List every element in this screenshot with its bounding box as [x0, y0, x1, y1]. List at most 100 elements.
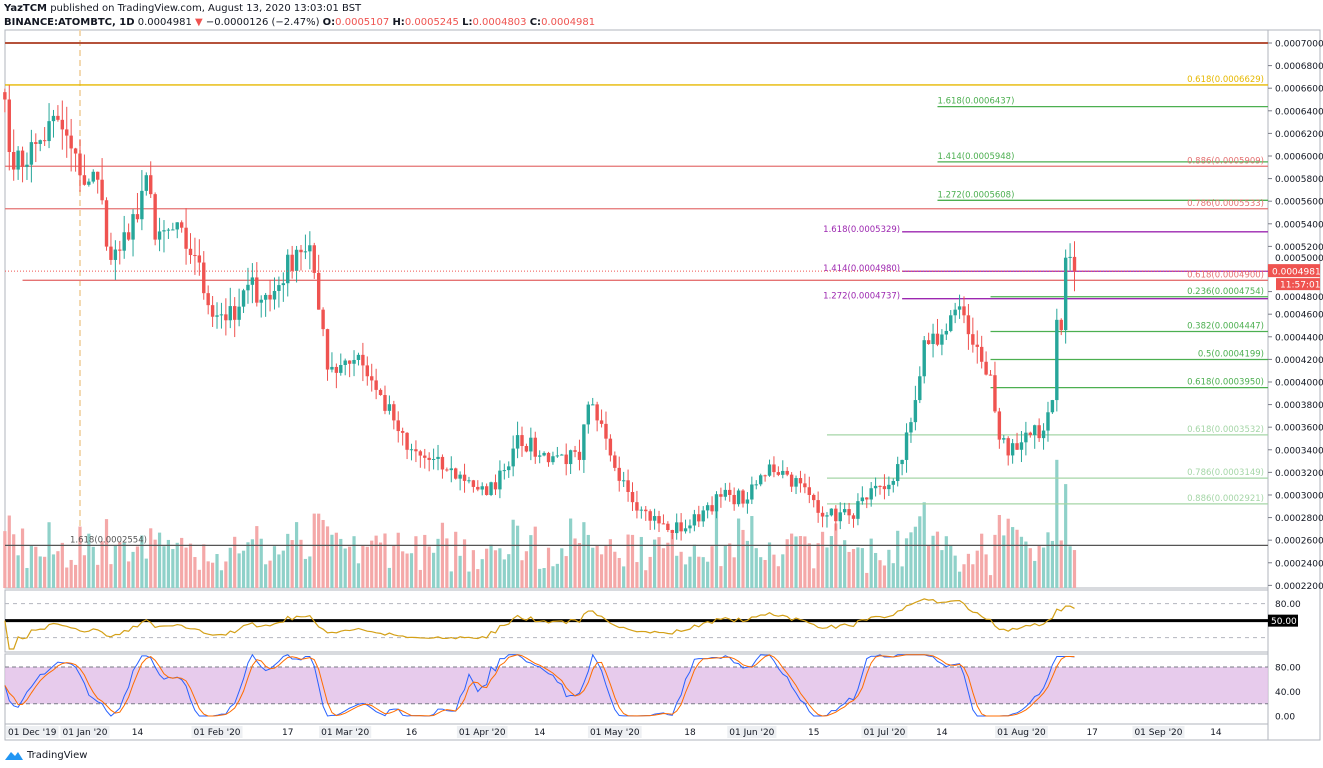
candle-body	[604, 423, 608, 439]
candle-body	[228, 306, 232, 321]
volume-bar	[387, 567, 391, 588]
volume-bar	[785, 539, 789, 588]
candle-body	[807, 487, 811, 495]
time-tick-label: 14	[1210, 728, 1222, 738]
volume-bar	[507, 554, 511, 588]
candle-body	[34, 142, 38, 144]
price-tick-label: 0.0005400	[1275, 220, 1323, 230]
time-tick-label: 14	[936, 728, 948, 738]
volume-bar	[392, 545, 396, 588]
candle-body	[701, 510, 705, 522]
time-tick-label: 15	[808, 728, 819, 738]
price-tick-label: 0.0005000	[1275, 254, 1323, 264]
volume-bar	[73, 564, 78, 588]
candle-body	[308, 245, 312, 252]
volume-bar	[573, 538, 577, 588]
candle-body	[626, 480, 630, 492]
author: YazTCM	[4, 3, 48, 14]
candle-body	[582, 424, 586, 460]
volume-bar	[767, 542, 772, 588]
volume-bar	[838, 545, 842, 588]
candle-body	[246, 284, 250, 291]
candle-body	[91, 171, 95, 182]
time-tick-label: 01 Jun '20	[729, 728, 774, 738]
volume-bar	[51, 554, 56, 588]
volume-bar	[843, 540, 847, 588]
volume-bar	[569, 518, 573, 588]
time-label-bg	[995, 726, 1048, 738]
candle-body	[723, 489, 728, 497]
volume-bar	[7, 515, 11, 588]
price-tick-label: 0.0003800	[1275, 401, 1323, 411]
price-tick-label: 0.0002200	[1275, 582, 1323, 592]
countdown-text: 11:57:01	[1280, 281, 1320, 291]
time-tick-label: 01 May '20	[590, 728, 640, 738]
volume-bar	[343, 548, 347, 588]
candle-body	[860, 497, 865, 502]
last-price: 0.0004981	[137, 17, 192, 28]
candle-body	[542, 452, 546, 456]
volume-bar	[409, 553, 414, 588]
candle-body	[577, 451, 582, 460]
time-tick-label: 01 Sep '20	[1134, 728, 1182, 738]
volume-bar	[834, 523, 838, 588]
volume-bar	[321, 519, 325, 588]
volume-bar	[401, 551, 405, 588]
candle-body	[471, 480, 476, 487]
candle-body	[131, 214, 135, 240]
price-tick-label: 0.0004000	[1275, 378, 1323, 388]
volume-bar	[918, 516, 922, 588]
candle-body	[794, 478, 798, 487]
volume-bar	[65, 567, 69, 588]
volume-bar	[538, 568, 542, 588]
volume-bar	[34, 546, 38, 588]
volume-bar	[617, 557, 621, 588]
candle-body	[1068, 256, 1072, 258]
rsi-line	[4, 598, 1075, 650]
time-tick-label: 16	[406, 728, 418, 738]
volume-bar	[971, 564, 975, 588]
time-label-bg	[456, 726, 508, 738]
volume-bar	[653, 539, 657, 588]
volume-bar	[582, 522, 586, 588]
candle-body	[347, 360, 352, 364]
candle-body	[294, 249, 299, 271]
candle-body	[728, 489, 732, 495]
volume-bar	[957, 571, 962, 588]
candle-body	[613, 455, 617, 468]
tradingview-cloud-icon	[5, 752, 23, 760]
volume-bar	[471, 550, 475, 588]
candle-body	[1059, 319, 1063, 331]
volume-bar	[312, 513, 316, 588]
candle-body	[803, 483, 807, 488]
volume-bar	[361, 545, 365, 588]
volume-bar	[533, 526, 537, 588]
symbol-info: BINANCE:ATOMBTC, 1D 0.0004981 ▼ −0.00001…	[4, 17, 595, 28]
volume-bar	[759, 557, 763, 588]
volume-bar	[763, 559, 767, 588]
candle-body	[847, 509, 851, 516]
candle-body	[175, 222, 179, 230]
time-tick-label: 17	[282, 728, 293, 738]
candle-body	[330, 366, 334, 370]
candle-body	[365, 365, 369, 377]
candle-body	[979, 346, 984, 362]
volume-bar	[962, 564, 966, 588]
volume-bar	[644, 570, 648, 588]
volume-bar	[109, 564, 113, 588]
candle-body	[719, 494, 723, 497]
volume-bar	[43, 556, 47, 588]
candle-body	[507, 466, 511, 471]
candle-body	[219, 314, 224, 316]
candle-body	[396, 420, 400, 432]
volume-bar	[529, 535, 533, 588]
candle-body	[758, 475, 763, 485]
candle-body	[25, 164, 29, 167]
volume-bar	[162, 546, 166, 588]
candle-body	[918, 376, 922, 401]
candle-body	[414, 449, 418, 452]
candle-body	[591, 404, 595, 406]
volume-bar	[378, 542, 383, 588]
volume-bar	[909, 532, 913, 588]
